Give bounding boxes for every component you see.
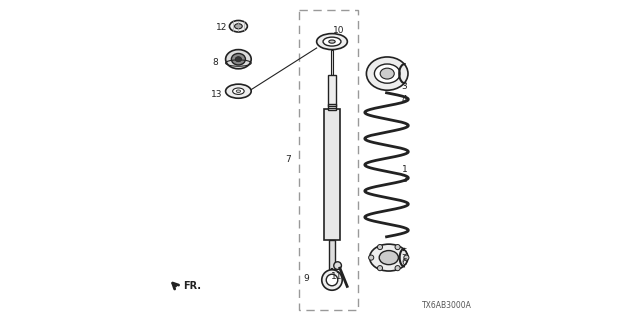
Text: 9: 9 — [303, 274, 309, 283]
Text: 12: 12 — [216, 23, 227, 32]
Ellipse shape — [226, 84, 252, 98]
Ellipse shape — [329, 40, 335, 43]
Ellipse shape — [323, 37, 341, 46]
Bar — [331, 50, 333, 75]
Ellipse shape — [236, 57, 242, 62]
Ellipse shape — [366, 57, 408, 90]
Ellipse shape — [236, 90, 241, 92]
Bar — [300, 10, 358, 310]
Ellipse shape — [226, 50, 252, 69]
Ellipse shape — [379, 251, 398, 265]
Ellipse shape — [370, 244, 408, 271]
Bar — [328, 75, 335, 106]
Circle shape — [395, 266, 400, 271]
Ellipse shape — [232, 53, 246, 65]
Text: 10: 10 — [333, 26, 344, 35]
Text: 11: 11 — [332, 272, 342, 281]
Text: 2: 2 — [402, 175, 407, 184]
Bar — [324, 109, 340, 240]
Circle shape — [334, 262, 342, 269]
Circle shape — [378, 266, 383, 271]
Circle shape — [395, 244, 400, 250]
Circle shape — [369, 255, 374, 260]
Text: 7: 7 — [285, 156, 291, 164]
Text: 13: 13 — [211, 90, 222, 99]
Ellipse shape — [230, 20, 248, 32]
Text: 5: 5 — [402, 248, 407, 257]
Circle shape — [404, 255, 409, 260]
Ellipse shape — [317, 34, 348, 50]
Text: 3: 3 — [402, 82, 407, 91]
Text: TX6AB3000A: TX6AB3000A — [422, 301, 472, 310]
Ellipse shape — [374, 64, 400, 83]
Ellipse shape — [380, 68, 394, 79]
Text: 6: 6 — [402, 258, 407, 267]
Text: FR.: FR. — [184, 281, 202, 292]
Ellipse shape — [233, 88, 244, 94]
Bar — [328, 104, 337, 110]
Text: 1: 1 — [402, 165, 407, 174]
Text: 8: 8 — [212, 58, 218, 67]
Ellipse shape — [326, 274, 338, 286]
Ellipse shape — [322, 270, 342, 290]
Circle shape — [378, 244, 383, 250]
Bar — [330, 240, 335, 269]
Text: 4: 4 — [402, 95, 407, 104]
Ellipse shape — [235, 24, 243, 29]
